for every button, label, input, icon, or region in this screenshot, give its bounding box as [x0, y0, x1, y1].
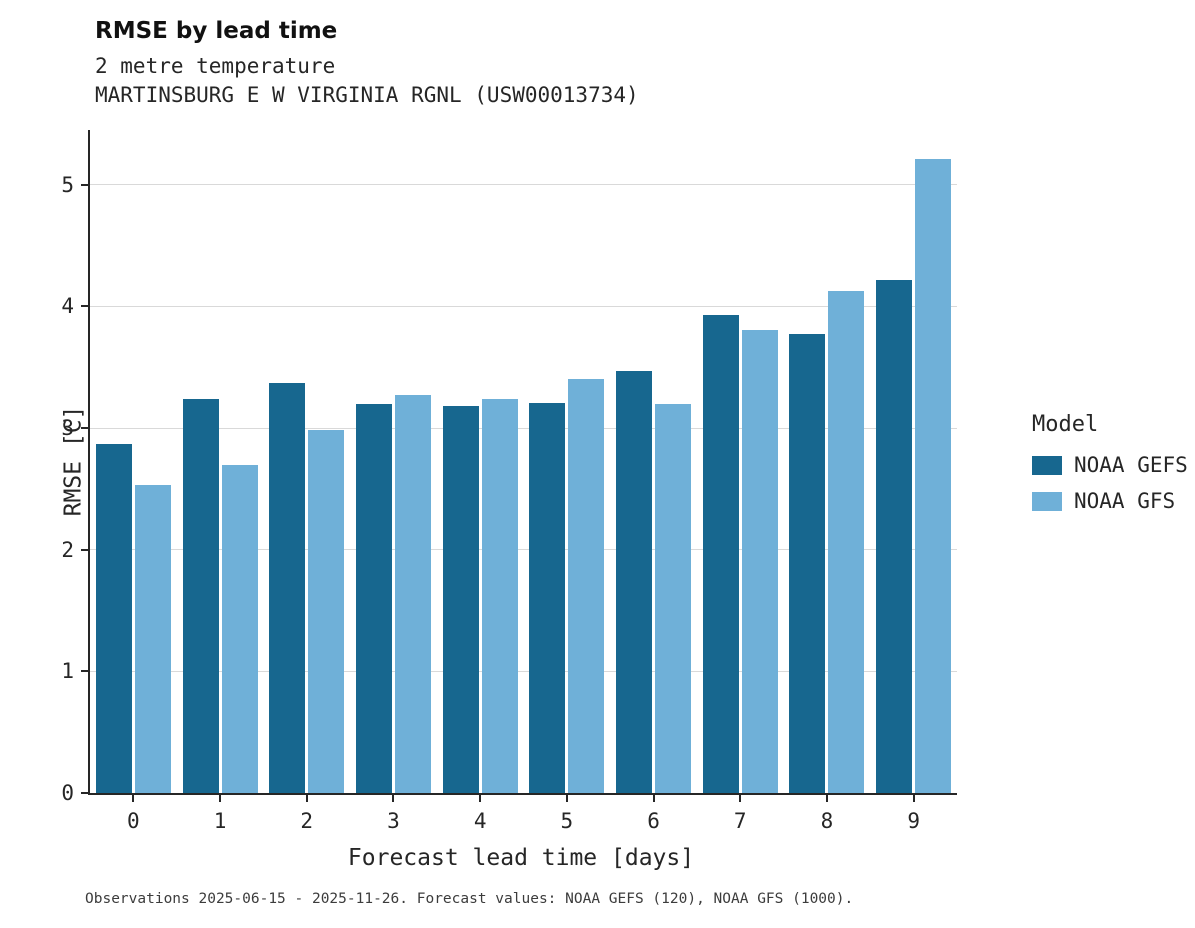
- chart-subtitle-station: MARTINSBURG E W VIRGINIA RGNL (USW000137…: [95, 83, 639, 107]
- bar-group-lead-3: [350, 130, 437, 793]
- gridline-y-1: [90, 670, 957, 672]
- y-tick-label-0: 0: [61, 781, 74, 805]
- bars-layer: [90, 130, 957, 793]
- x-tick-mark-4: [479, 795, 482, 802]
- y-tick-mark-2: [81, 548, 88, 551]
- x-tick-label-0: 0: [127, 809, 140, 833]
- bar-group-lead-4: [437, 130, 524, 793]
- y-tick-mark-0: [81, 792, 88, 794]
- legend-title: Model: [1032, 412, 1099, 437]
- y-axis-label: RMSE [C]: [60, 405, 87, 517]
- x-tick-mark-7: [739, 795, 742, 802]
- footer-caption: Observations 2025-06-15 - 2025-11-26. Fo…: [85, 891, 854, 907]
- legend-label-noaa-gfs: NOAA GFS: [1074, 489, 1176, 513]
- bar-noaa-gfs-lead-1: [221, 464, 258, 793]
- bar-noaa-gfs-lead-5: [568, 379, 605, 793]
- gridline-y-3: [90, 427, 957, 429]
- x-tick-mark-6: [652, 795, 655, 802]
- x-tick-label-5: 5: [560, 809, 574, 833]
- bar-noaa-gfs-lead-3: [394, 395, 431, 793]
- legend-swatch-noaa-gfs: [1032, 491, 1062, 511]
- bar-group-lead-7: [697, 130, 784, 793]
- legend-entry-noaa-gfs: NOAA GFS: [1032, 489, 1188, 513]
- gridline-y-4: [90, 305, 957, 307]
- bar-group-lead-6: [610, 130, 697, 793]
- bar-noaa-gefs-lead-1: [182, 398, 219, 793]
- gridline-y-2: [90, 549, 957, 551]
- chart-subtitle-variable: 2 metre temperature: [95, 54, 336, 78]
- x-tick-mark-1: [219, 795, 222, 802]
- x-tick-mark-3: [392, 795, 395, 802]
- bar-noaa-gfs-lead-2: [308, 430, 345, 793]
- bar-noaa-gfs-lead-4: [481, 398, 518, 793]
- y-tick-label-4: 4: [61, 294, 74, 319]
- bar-noaa-gfs-lead-8: [828, 290, 865, 793]
- bar-group-lead-9: [870, 130, 957, 793]
- bar-group-lead-0: [90, 130, 177, 793]
- plot-area: 0 1 2 3 4 5 0 1 2 3 4 5 6 7 8 9: [61, 130, 957, 833]
- bar-group-lead-2: [263, 130, 350, 793]
- x-tick-label-9: 9: [907, 809, 920, 833]
- y-tick-label-2: 2: [61, 537, 74, 562]
- x-tick-mark-2: [305, 795, 308, 802]
- y-tick-label-5: 5: [61, 172, 74, 197]
- x-tick-label-4: 4: [473, 809, 487, 833]
- y-tick-label-1: 1: [61, 659, 74, 684]
- x-tick-label-1: 1: [213, 809, 227, 833]
- y-tick-label-3: 3: [61, 416, 74, 441]
- x-tick-label-2: 2: [300, 809, 314, 833]
- y-tick-mark-3: [81, 427, 88, 430]
- bar-noaa-gefs-lead-3: [355, 403, 392, 793]
- bar-noaa-gefs-lead-8: [789, 334, 826, 793]
- bar-group-lead-1: [177, 130, 264, 793]
- x-tick-mark-9: [912, 795, 915, 802]
- x-axis-label: Forecast lead time [days]: [347, 845, 695, 871]
- bar-noaa-gfs-lead-9: [915, 159, 952, 793]
- x-tick-label-7: 7: [733, 809, 747, 833]
- chart-header: RMSE by lead time 2 metre temperature MA…: [95, 18, 639, 110]
- bar-noaa-gefs-lead-5: [529, 402, 566, 793]
- bar-group-lead-8: [784, 130, 871, 793]
- bar-noaa-gefs-lead-2: [269, 383, 306, 793]
- x-tick-mark-0: [132, 795, 135, 802]
- chart-title: RMSE by lead time: [95, 18, 338, 44]
- x-tick-label-3: 3: [387, 809, 400, 833]
- bar-group-lead-5: [524, 130, 611, 793]
- bar-noaa-gefs-lead-0: [95, 443, 132, 793]
- legend-label-noaa-gefs: NOAA GEFS: [1074, 453, 1188, 477]
- bar-noaa-gfs-lead-6: [655, 403, 692, 793]
- legend: Model NOAA GEFS NOAA GFS: [1032, 412, 1188, 525]
- gridline-y-5: [90, 184, 957, 186]
- x-tick-label-8: 8: [820, 809, 834, 833]
- bar-noaa-gefs-lead-9: [876, 279, 913, 793]
- bar-noaa-gefs-lead-4: [442, 406, 479, 793]
- legend-entry-noaa-gefs: NOAA GEFS: [1032, 453, 1188, 477]
- x-tick-mark-8: [825, 795, 828, 802]
- x-tick-mark-5: [565, 795, 568, 802]
- bar-noaa-gefs-lead-6: [616, 370, 653, 793]
- y-tick-mark-5: [81, 183, 88, 186]
- y-tick-mark-4: [81, 305, 88, 308]
- bar-noaa-gefs-lead-7: [702, 314, 739, 793]
- x-tick-label-6: 6: [647, 809, 660, 833]
- y-tick-mark-1: [81, 670, 88, 673]
- legend-swatch-noaa-gefs: [1032, 455, 1062, 475]
- bar-noaa-gfs-lead-0: [134, 485, 171, 793]
- bar-noaa-gfs-lead-7: [741, 329, 778, 793]
